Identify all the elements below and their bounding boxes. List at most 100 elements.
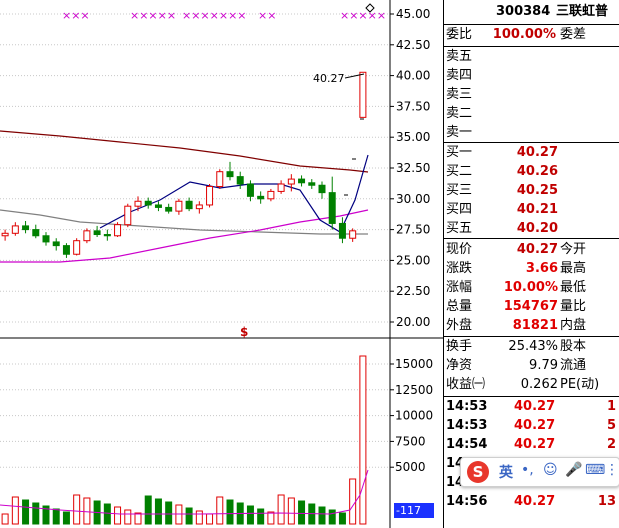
row-label-right: 最低 [560, 280, 587, 295]
tick-row[interactable]: 14:53 40.27 1 [444, 398, 619, 416]
candle-body [62, 245, 70, 255]
volume-bar [22, 499, 30, 525]
volume-bar [349, 478, 357, 525]
volume-bar [1, 513, 9, 525]
volume-bar [318, 506, 326, 525]
row-value: 0.262 [520, 377, 558, 392]
row-label-right: 最高 [560, 261, 587, 276]
volume-bar [267, 511, 275, 525]
row-label: 买一 [446, 145, 473, 160]
candle-body [11, 225, 19, 234]
row-value: 40.20 [516, 221, 558, 236]
row-label: 总量 [446, 299, 473, 314]
top-markers: ××× ××××× ××××××× ×× ××××× [62, 9, 386, 22]
annotation-arrow [344, 73, 365, 79]
row-label: 净资 [446, 358, 473, 373]
tick-price: 40.27 [514, 494, 556, 509]
tick-volume: 2 [606, 437, 616, 452]
volume-bar [32, 502, 40, 525]
sell-row: 卖二 [444, 105, 619, 123]
tick-price: 40.27 [514, 399, 556, 414]
volume-bar [246, 505, 254, 525]
separator [444, 336, 619, 337]
tick-row[interactable]: 14:54 40.27 2 [444, 436, 619, 454]
volume-bar [11, 496, 19, 525]
volume-bar [83, 497, 91, 525]
more-icon[interactable]: ⋮ [605, 462, 619, 478]
candle-body [277, 183, 285, 192]
tick-time: 14:54 [446, 437, 488, 452]
price-tick-label: 25.00 [396, 253, 430, 267]
candle-body [134, 200, 142, 207]
separator [444, 46, 619, 47]
price-tick-label: 27.50 [396, 223, 430, 237]
tick-row[interactable]: 14:56 40.27 13 [444, 493, 619, 511]
volume-tick-label: 10000 [395, 409, 433, 423]
ma-dashes [344, 118, 364, 196]
row-label: 涨跌 [446, 261, 473, 276]
volume-bar [62, 511, 70, 525]
tick-time: 14:53 [446, 399, 488, 414]
candle-body [175, 200, 183, 212]
microphone-icon[interactable]: 🎤 [565, 462, 583, 478]
price-tick-label: 32.50 [396, 161, 430, 175]
buy-row: 买五 40.20 [444, 220, 619, 238]
row-label: 涨幅 [446, 280, 473, 295]
volume-tick-label: 7500 [395, 434, 426, 448]
tick-volume: 13 [597, 494, 616, 509]
volume-bar [216, 496, 224, 525]
volume-bar [144, 495, 152, 525]
volume-tick-label: 12500 [395, 383, 433, 397]
candle-body [165, 206, 173, 212]
ime-toolbar[interactable]: S 英 •, ☺ 🎤 ⌨ ⋮ [460, 457, 619, 487]
volume-bar [359, 355, 367, 525]
ma20-line [0, 209, 369, 263]
last-price-annotation: 40.27 [313, 72, 345, 85]
row-label: 外盘 [446, 318, 473, 333]
row-label: 买二 [446, 164, 473, 179]
price-gridlines [0, 13, 394, 323]
marker: ×× [258, 9, 276, 22]
ma30-line [0, 209, 368, 235]
tick-time: 14:56 [446, 494, 488, 509]
sell-row: 卖四 [444, 67, 619, 85]
candle-body [338, 222, 346, 239]
kline-chart[interactable]: 45.00 42.50 40.00 37.50 35.00 32.50 30.00 27.50… [0, 0, 443, 528]
volume-tick-label: 15000 [395, 357, 433, 371]
candle-body [73, 240, 81, 255]
volume-tick-label: 5000 [395, 460, 426, 474]
diamond-icon[interactable] [365, 3, 375, 13]
quote-panel: 300384 三联虹普 委比 100.00% 委差 卖五 卖四 卖三 卖二 卖一 买一 4… [443, 0, 619, 528]
ime-language-toggle[interactable]: 英 [499, 465, 513, 481]
sogou-logo-icon[interactable]: S [467, 461, 489, 483]
row-label-right: 流通 [560, 358, 587, 373]
price-tick-label: 45.00 [396, 7, 430, 21]
volume-bar [42, 505, 50, 525]
candle-body [52, 241, 60, 247]
row-value: 40.25 [516, 183, 558, 198]
row-value: 9.79 [529, 358, 558, 373]
tick-row[interactable]: 14:53 40.27 5 [444, 417, 619, 435]
weibi-label: 委比 [446, 27, 473, 42]
candle-body [226, 171, 234, 178]
volume-bar [124, 509, 132, 525]
keyboard-icon[interactable]: ⌨ [585, 462, 606, 478]
candle-body [93, 230, 101, 236]
volume-bar [206, 513, 214, 525]
volume-bar [134, 512, 142, 525]
volume-bar [103, 503, 111, 525]
tick-time: 14:53 [446, 418, 488, 433]
volume-bar [195, 510, 203, 525]
quote-row: 总量 154767 量比 [444, 298, 619, 316]
quote-row: 外盘 81821 内盘 [444, 317, 619, 335]
punctuation-icon[interactable]: •, [521, 462, 534, 478]
candle-body [114, 224, 122, 237]
row-label: 收益㈠ [446, 377, 486, 392]
row-value: 25.43% [508, 339, 558, 354]
separator [444, 24, 619, 25]
price-axis-labels: 45.00 42.50 40.00 37.50 35.00 32.50 30.00 27.50… [396, 7, 430, 329]
emoji-icon[interactable]: ☺ [543, 462, 558, 478]
buy-row: 买二 40.26 [444, 163, 619, 181]
row-label: 买三 [446, 183, 473, 198]
candle-body [246, 183, 254, 197]
